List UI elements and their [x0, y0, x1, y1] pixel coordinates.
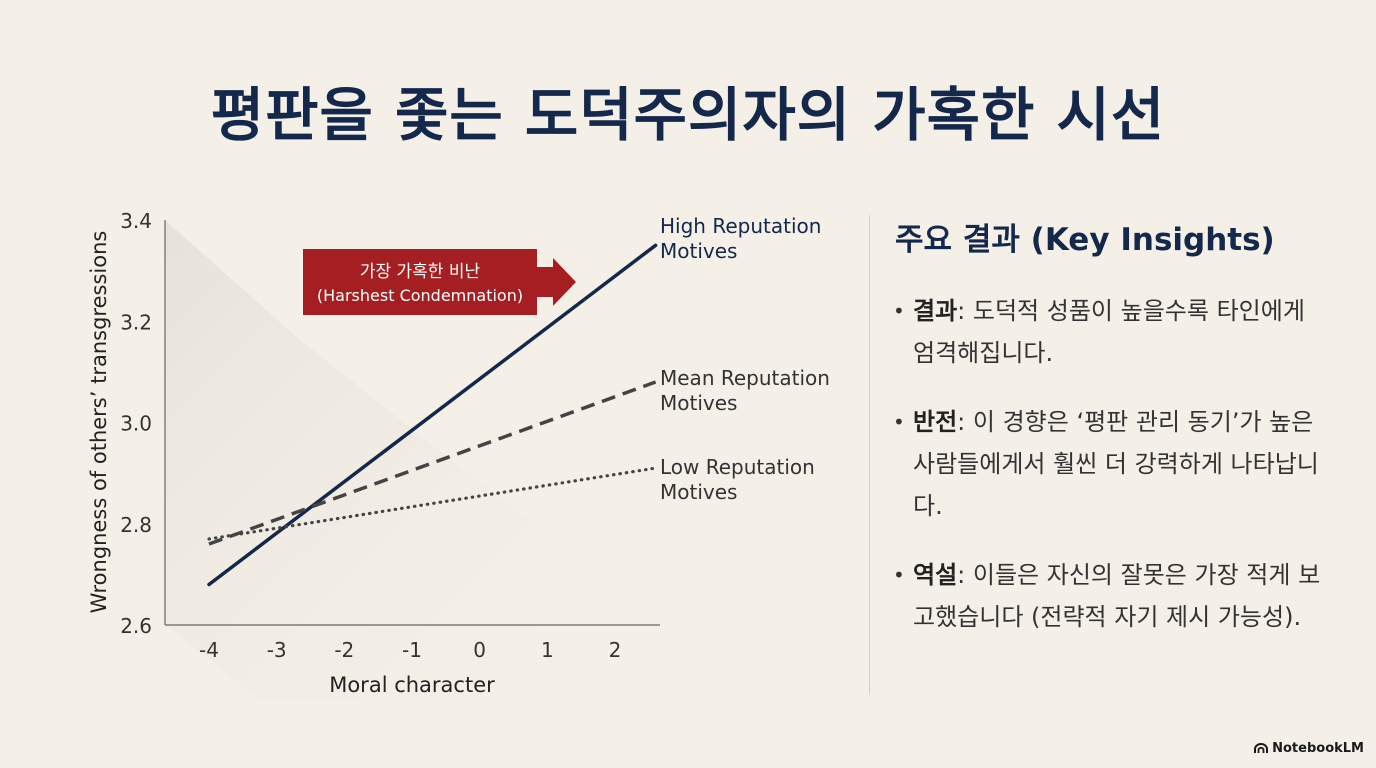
series-line-dashed [208, 380, 657, 546]
series-label: Motives [660, 480, 737, 504]
annotation-text: 가장 가혹한 비난 [360, 262, 481, 282]
insight-text: : 이 경향은 ‘평판 관리 동기’가 높은 사람들에게서 훨씬 더 강력하게 … [913, 408, 1319, 520]
divider [869, 215, 870, 695]
insights-heading: 주요 결과 (Key Insights) [895, 222, 1275, 258]
series-line-dotted [207, 466, 658, 541]
x-tick-label: -2 [334, 638, 354, 662]
y-axis-label: Wrongness of others’ transgressions [87, 231, 111, 614]
insight-label: 역설 [913, 561, 958, 589]
annotation-text: (Harshest Condemnation) [317, 286, 523, 305]
insight-label: 결과 [913, 297, 958, 325]
series-label: High Reputation [660, 214, 821, 238]
insight-label: 반전 [913, 408, 958, 436]
insight-item-paradox: • 역설: 이들은 자신의 잘못은 가장 적게 보고했습니다 (전략적 자기 제… [893, 554, 1333, 638]
logo-text: NotebookLM [1272, 741, 1364, 756]
annotation-arrow-icon [537, 258, 576, 306]
y-tick-label: 2.6 [120, 614, 152, 638]
insight-text: : 도덕적 성품이 높을수록 타인에게 엄격해집니다. [913, 297, 1305, 367]
y-tick-label: 3.0 [120, 412, 152, 436]
y-tick-label: 2.8 [120, 513, 152, 537]
chart-shadow [165, 220, 660, 700]
x-tick-label: -1 [402, 638, 422, 662]
annotation-box [303, 249, 537, 315]
insight-item-twist: • 반전: 이 경향은 ‘평판 관리 동기’가 높은 사람들에게서 훨씬 더 강… [893, 401, 1333, 527]
y-tick-label: 3.2 [120, 310, 152, 334]
x-axis-label: Moral character [329, 673, 495, 697]
series-label: Mean Reputation [660, 366, 830, 390]
series-label: Motives [660, 239, 737, 263]
x-tick-label: -4 [199, 638, 219, 662]
page-title: 평판을 좇는 도덕주의자의 가혹한 시선 [210, 81, 1166, 149]
insight-list: • 결과: 도덕적 성품이 높을수록 타인에게 엄격해집니다. • 반전: 이 … [893, 290, 1333, 665]
series-line-solid [207, 243, 658, 587]
notebooklm-logo: NotebookLM [1254, 741, 1364, 756]
y-tick-label: 3.4 [120, 209, 152, 233]
series-label: Motives [660, 391, 737, 415]
x-tick-label: 0 [473, 638, 486, 662]
x-tick-label: 2 [609, 638, 622, 662]
insight-item-result: • 결과: 도덕적 성품이 높을수록 타인에게 엄격해집니다. [893, 290, 1333, 374]
notebooklm-icon [1254, 743, 1269, 753]
x-tick-label: 1 [541, 638, 554, 662]
series-label: Low Reputation [660, 455, 815, 479]
bullet-icon: • [893, 410, 905, 434]
bullet-icon: • [893, 299, 905, 323]
bullet-icon: • [893, 563, 905, 587]
insight-text: : 이들은 자신의 잘못은 가장 적게 보고했습니다 (전략적 자기 제시 가능… [913, 561, 1321, 631]
x-tick-label: -3 [267, 638, 287, 662]
